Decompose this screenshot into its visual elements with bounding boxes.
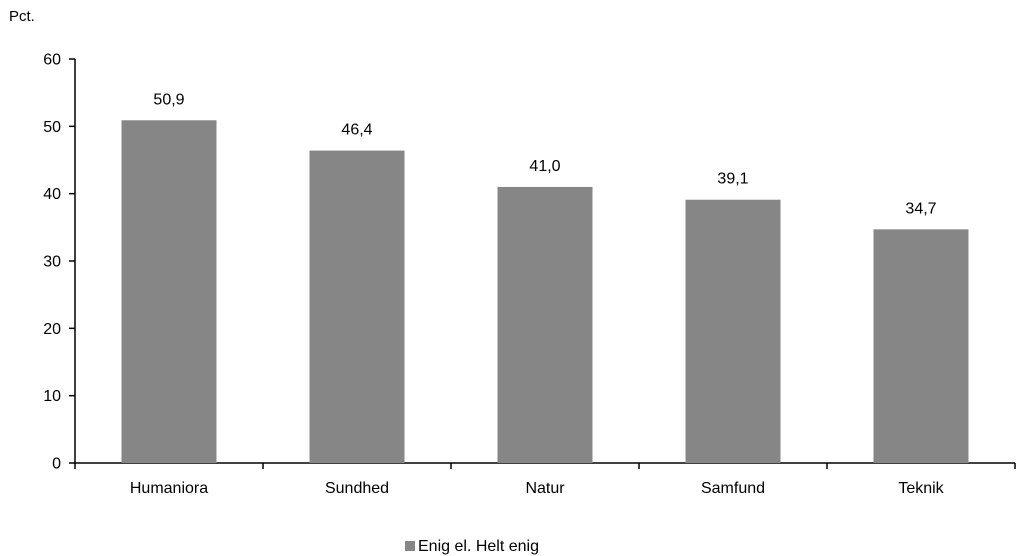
legend-swatch: [405, 541, 415, 551]
y-tick-label: 50: [43, 119, 61, 136]
y-tick-label: 0: [52, 456, 61, 473]
data-label-sundhed: 46,4: [341, 122, 372, 139]
data-label-samfund: 39,1: [717, 171, 748, 188]
y-tick-label: 10: [43, 388, 61, 405]
legend-label: Enig el. Helt enig: [418, 538, 539, 555]
x-tick-label-samfund: Samfund: [701, 480, 765, 497]
y-tick-label: 30: [43, 254, 61, 271]
plot-area: 0 10 20 30 40 50 60 50,9 Humaniora 46,4 Sundhed 41,…: [43, 52, 1016, 497]
x-tick-label-humaniora: Humaniora: [130, 480, 208, 497]
bar-samfund: [685, 199, 781, 463]
bar-teknik: [873, 229, 969, 463]
x-tick-label-natur: Natur: [525, 480, 565, 497]
y-tick-label: 60: [43, 52, 61, 69]
x-tick-label-sundhed: Sundhed: [325, 480, 389, 497]
legend: Enig el. Helt enig: [405, 538, 539, 555]
bar-sundhed: [309, 150, 405, 463]
data-label-natur: 41,0: [529, 158, 560, 175]
bar-natur: [497, 186, 593, 463]
bar-humaniora: [121, 120, 217, 464]
data-label-humaniora: 50,9: [153, 91, 184, 108]
y-axis-unit-label: Pct.: [9, 8, 35, 25]
y-tick-label: 20: [43, 321, 61, 338]
x-tick-label-teknik: Teknik: [898, 480, 944, 497]
y-tick-label: 40: [43, 186, 61, 203]
data-label-teknik: 34,7: [905, 200, 936, 217]
